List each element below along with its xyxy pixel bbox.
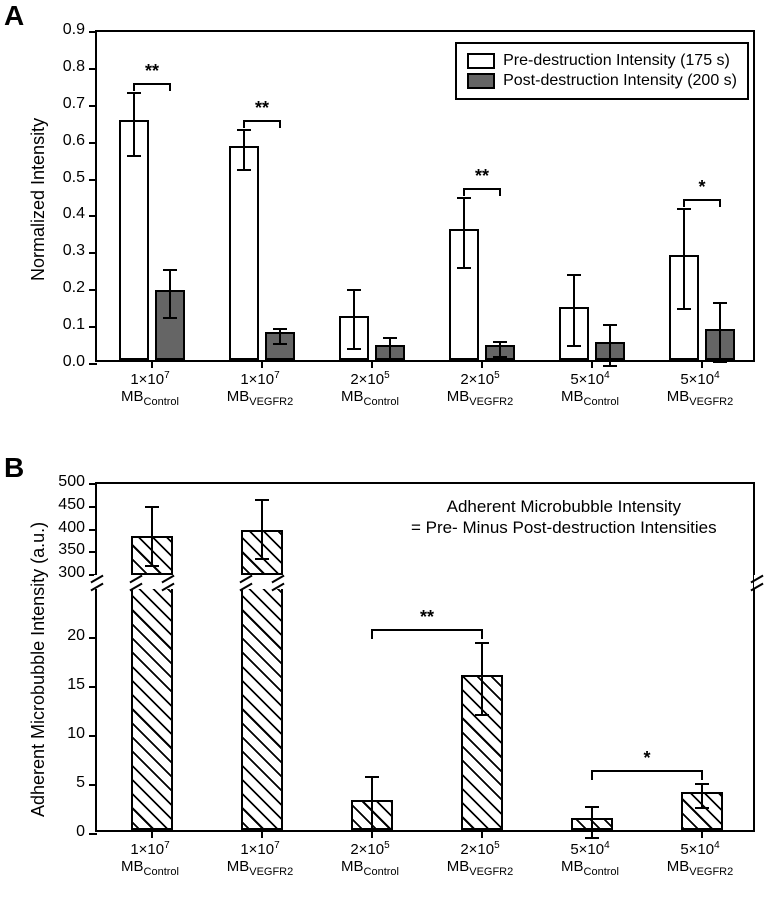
ytick-label-b: 300 <box>0 564 85 582</box>
x-category-label: 1×107MBVEGFR2 <box>205 840 315 879</box>
ytick-label-a: 0.5 <box>0 169 85 187</box>
ytick-label-b: 500 <box>0 473 85 491</box>
ytick-label-a: 0.1 <box>0 316 85 334</box>
significance-label: ** <box>255 98 269 119</box>
x-category-label: 2×105MBVEGFR2 <box>425 840 535 879</box>
significance-label: ** <box>420 607 434 628</box>
bar <box>131 585 173 830</box>
ytick-label-b: 350 <box>0 541 85 559</box>
legend-swatch <box>467 53 495 69</box>
ytick-label-a: 0.9 <box>0 21 85 39</box>
ytick-label-b: 5 <box>0 774 85 792</box>
x-category-label: 2×105MBControl <box>315 370 425 409</box>
ytick-label-a: 0.3 <box>0 242 85 260</box>
x-category-label: 5×104MBControl <box>535 370 645 409</box>
ytick-label-b: 450 <box>0 496 85 514</box>
bar <box>241 585 283 830</box>
legend-text: Post-destruction Intensity (200 s) <box>503 72 737 90</box>
significance-label: * <box>643 748 650 769</box>
ytick-label-b: 10 <box>0 725 85 743</box>
x-category-label: 2×105MBControl <box>315 840 425 879</box>
ytick-label-a: 0.0 <box>0 353 85 371</box>
x-category-label: 1×107MBControl <box>95 840 205 879</box>
significance-label: ** <box>145 61 159 82</box>
ytick-label-b: 0 <box>0 823 85 841</box>
x-category-label: 1×107MBVEGFR2 <box>205 370 315 409</box>
x-category-label: 5×104MBVEGFR2 <box>645 840 755 879</box>
x-category-label: 5×104MBVEGFR2 <box>645 370 755 409</box>
bar <box>229 146 259 360</box>
significance-label: ** <box>475 166 489 187</box>
legend-a: Pre-destruction Intensity (175 s) Post-de… <box>455 42 749 100</box>
ytick-label-a: 0.2 <box>0 279 85 297</box>
x-category-label: 1×107MBControl <box>95 370 205 409</box>
ytick-label-b: 400 <box>0 519 85 537</box>
legend-text: Pre-destruction Intensity (175 s) <box>503 52 730 70</box>
legend-swatch <box>467 73 495 89</box>
x-category-label: 5×104MBControl <box>535 840 645 879</box>
ytick-label-a: 0.4 <box>0 205 85 223</box>
x-category-label: 2×105MBVEGFR2 <box>425 370 535 409</box>
significance-label: * <box>698 177 705 198</box>
ytick-label-a: 0.7 <box>0 95 85 113</box>
ytick-label-a: 0.6 <box>0 132 85 150</box>
ytick-label-b: 15 <box>0 676 85 694</box>
ytick-label-a: 0.8 <box>0 58 85 76</box>
panel-b-note: Adherent Microbubble Intensity= Pre- Min… <box>379 496 749 539</box>
ytick-label-b: 20 <box>0 627 85 645</box>
